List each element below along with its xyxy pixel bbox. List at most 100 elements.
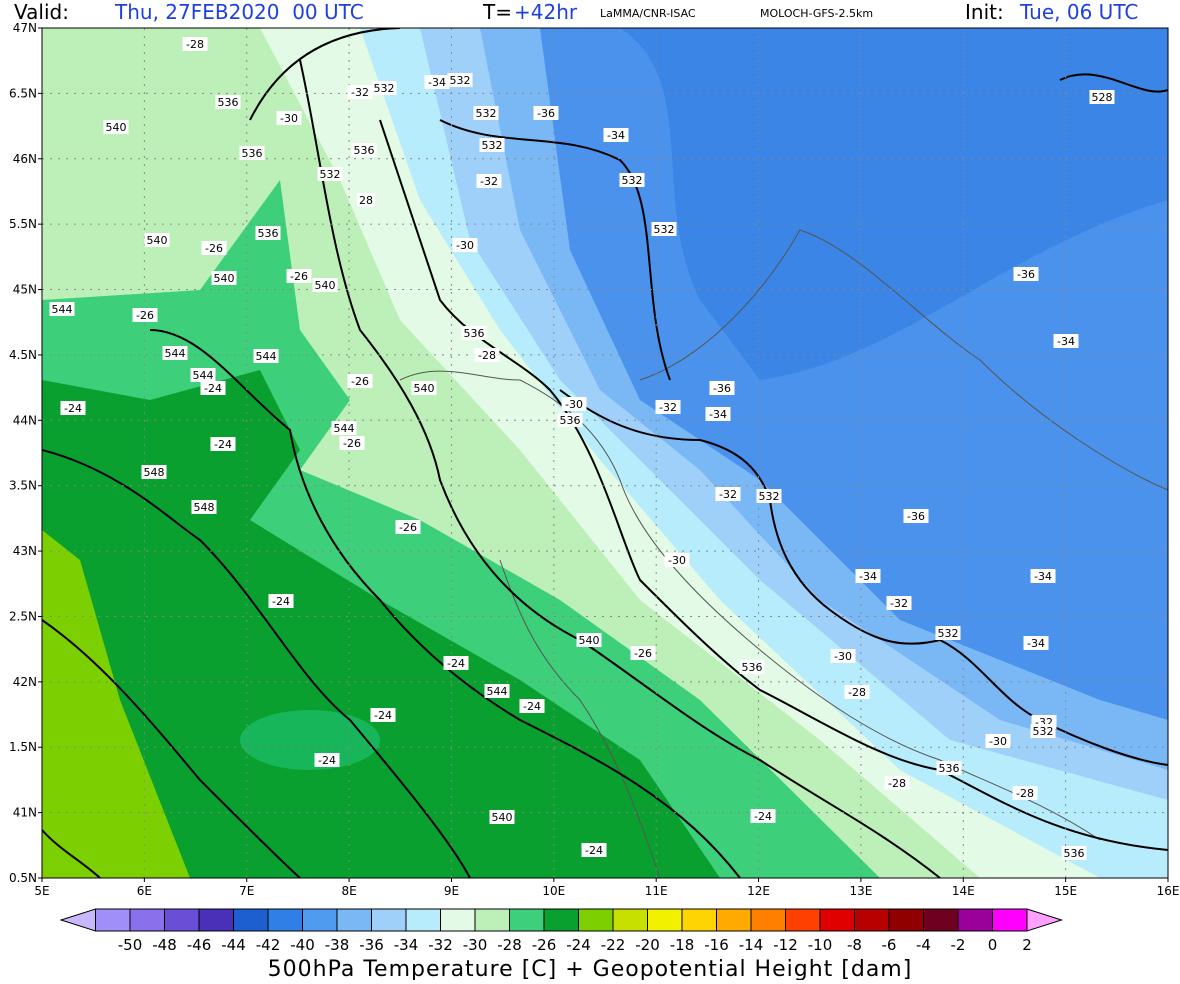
colorbar-cell: [819, 908, 855, 932]
contour-label: -24: [64, 402, 82, 415]
contour-label: -34: [1027, 637, 1045, 650]
contour-label-box: [190, 368, 216, 382]
contour-label: -24: [523, 700, 541, 713]
colorbar-label: -46: [187, 936, 212, 954]
contour-label-box: [144, 233, 170, 247]
colorbar-label: -32: [428, 936, 453, 954]
contour-label: 536: [939, 762, 960, 775]
contour-label: -34: [1034, 570, 1052, 583]
contour-label-box: [1053, 334, 1079, 348]
contour-label: -32: [480, 175, 498, 188]
contour-label-box: [60, 401, 86, 415]
colorbar-cell: [543, 908, 579, 932]
colorbar-label: -34: [394, 936, 419, 954]
colorbar-label: 2: [1022, 936, 1032, 954]
colorbar-label: -22: [601, 936, 626, 954]
field-patch: [240, 710, 380, 770]
contour-label-box: [452, 238, 478, 252]
colorbar-cell: [888, 908, 924, 932]
contour-label: 540: [579, 634, 600, 647]
contour-label-box: [447, 73, 473, 87]
contour-label-box: [411, 381, 437, 395]
colorbar-label: -40: [290, 936, 315, 954]
contour-label: 544: [193, 369, 214, 382]
contour-label: -36: [907, 510, 925, 523]
contour-label-box: [886, 596, 912, 610]
colorbar-label: -18: [670, 936, 695, 954]
colorbar-label: -48: [152, 936, 177, 954]
contour-label-box: [210, 437, 236, 451]
contour-label-box: [49, 302, 75, 316]
contour-label: -36: [713, 382, 731, 395]
contour-label-box: [709, 381, 735, 395]
contour-label: 536: [242, 147, 263, 160]
contour-label-box: [1089, 90, 1115, 104]
lon-label: 11E: [645, 884, 668, 898]
contour-label: 540: [106, 121, 127, 134]
contour-label: -30: [834, 650, 852, 663]
contour-label-box: [255, 226, 281, 240]
colorbar-cell: [198, 908, 234, 932]
contour: [149, 329, 741, 878]
contour-label: -34: [1057, 335, 1075, 348]
contour-label: 536: [560, 414, 581, 427]
contour-labels: -28 536 540 -30 536 532 536 -32 532 -34 532 532 -36 -…: [49, 37, 1115, 860]
institution: LaMMA/CNR-ISAC: [600, 7, 696, 20]
contour-label: -34: [607, 129, 625, 142]
lat-label: 4.5N: [9, 348, 37, 362]
lon-label: 12E: [747, 884, 770, 898]
colorbar-arrow: [59, 908, 96, 932]
contour-label-box: [844, 685, 870, 699]
lon-label: 5E: [34, 884, 49, 898]
contour-label-box: [1030, 724, 1056, 738]
colorbar-cell: [129, 908, 165, 932]
colorbar-cell: [854, 908, 890, 932]
graticule: [42, 28, 1168, 878]
colorbar-label: -42: [256, 936, 281, 954]
contour-label-box: [519, 699, 545, 713]
init-time: Tue, 06 UTC: [1019, 0, 1138, 24]
contour-label: -30: [668, 554, 686, 567]
contour-label: -24: [585, 844, 603, 857]
colorbar-cell: [267, 908, 303, 932]
valid-label: Valid:: [14, 0, 69, 24]
colorbar-label: -2: [951, 936, 966, 954]
contour-label: -26: [634, 647, 652, 660]
colorbar-label: -28: [497, 936, 522, 954]
contour-label-box: [619, 173, 645, 187]
contour-label-box: [1023, 636, 1049, 650]
contour-label: 28: [359, 194, 373, 207]
contour-label-box: [424, 75, 450, 89]
colorbar-cell: [302, 908, 338, 932]
contour-label: -34: [859, 570, 877, 583]
contour-label: 540: [214, 272, 235, 285]
contour-label: 544: [165, 347, 186, 360]
contour-label-box: [162, 346, 188, 360]
lat-label: 1.5N: [9, 740, 37, 754]
lon-label: 7E: [239, 884, 254, 898]
contour-label: 532: [759, 490, 780, 503]
contour-label: 544: [334, 422, 355, 435]
contour-label-box: [357, 193, 375, 207]
contour-label-box: [479, 138, 505, 152]
contour-label-box: [750, 809, 776, 823]
lon-label: 10E: [542, 884, 565, 898]
lon-label: 16E: [1157, 884, 1180, 898]
lat-label: 45N: [13, 283, 37, 297]
contour-label-box: [557, 413, 583, 427]
colorbar-cell: [923, 908, 959, 932]
contour-label-box: [576, 633, 602, 647]
contour-label-box: [476, 174, 502, 188]
colorbar-label: -10: [808, 936, 833, 954]
contour-label: 532: [482, 139, 503, 152]
coast: [639, 229, 1168, 491]
contour: [439, 119, 671, 381]
contour-label-box: [1012, 786, 1038, 800]
contour-label-box: [473, 106, 499, 120]
colorbar-label: -50: [118, 936, 143, 954]
contour-label: 532: [1033, 725, 1054, 738]
contour-label: 544: [256, 350, 277, 363]
contour-label: -26: [343, 437, 361, 450]
contour-label-box: [268, 594, 294, 608]
contour-label-box: [182, 37, 208, 51]
